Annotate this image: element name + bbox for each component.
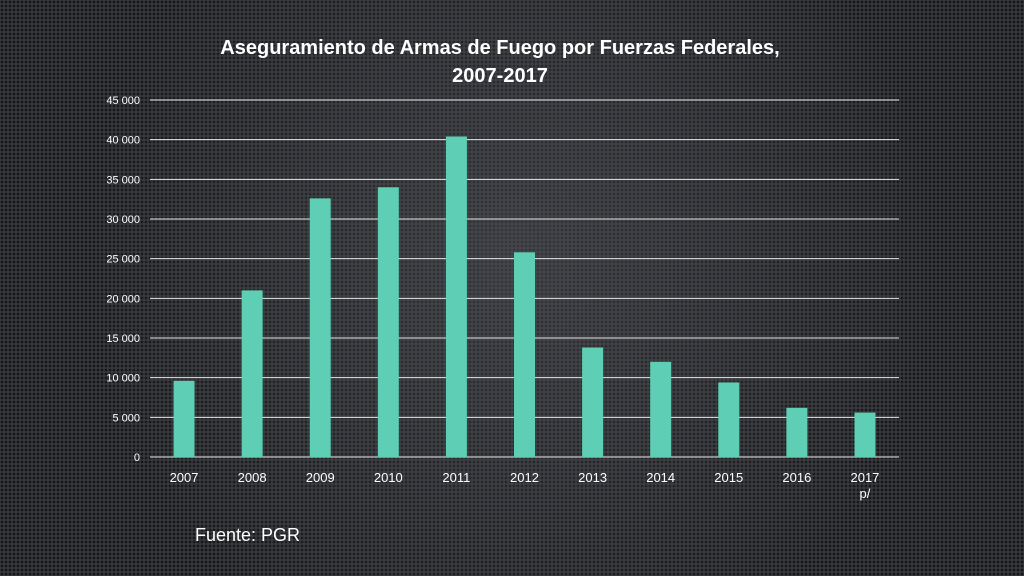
chart-title-line-2: 2007-2017 <box>452 65 548 87</box>
y-tick-label: 30 000 <box>106 214 140 226</box>
chart-title: Aseguramiento de Armas de Fuego por Fuer… <box>150 34 850 90</box>
y-tick-label: 40 000 <box>106 135 140 147</box>
y-tick-label: 45 000 <box>106 95 140 107</box>
bar-2013 <box>582 347 604 457</box>
x-tick-label: 2007 <box>170 470 199 485</box>
x-tick-label: 2014 <box>646 470 675 485</box>
y-tick-label: 15 000 <box>106 333 140 345</box>
y-tick-label: 0 <box>134 452 140 464</box>
y-tick-label: 20 000 <box>106 293 140 305</box>
bar-2016 <box>786 407 808 457</box>
bar-2015 <box>718 382 740 457</box>
source-label: Fuente: PGR <box>195 525 301 545</box>
bar-2011 <box>445 136 467 457</box>
chart-title-line-1: Aseguramiento de Armas de Fuego por Fuer… <box>220 37 780 59</box>
x-tick-label: 2015 <box>714 470 743 485</box>
x-tick-label: 2012 <box>510 470 539 485</box>
bar-2017 <box>854 412 876 457</box>
x-tick-label: 2017 p/ <box>850 470 879 501</box>
x-tick-label: 2013 <box>578 470 607 485</box>
y-tick-label: 10 000 <box>106 373 140 385</box>
bar-2009 <box>309 198 331 457</box>
x-tick-label: 2009 <box>306 470 335 485</box>
y-tick-label: 25 000 <box>106 254 140 266</box>
bar-2012 <box>514 252 535 457</box>
bar-2008 <box>241 290 263 457</box>
x-tick-label: 2010 <box>374 470 403 485</box>
x-tick-label: 2008 <box>238 470 267 485</box>
x-tick-label: 2011 <box>442 470 470 485</box>
x-tick-label: 2016 <box>782 470 811 485</box>
y-tick-label: 5 000 <box>112 412 140 424</box>
bar-2014 <box>650 361 672 457</box>
bar-2007 <box>173 380 195 457</box>
bar-2010 <box>377 187 399 457</box>
y-tick-label: 35 000 <box>106 174 140 186</box>
